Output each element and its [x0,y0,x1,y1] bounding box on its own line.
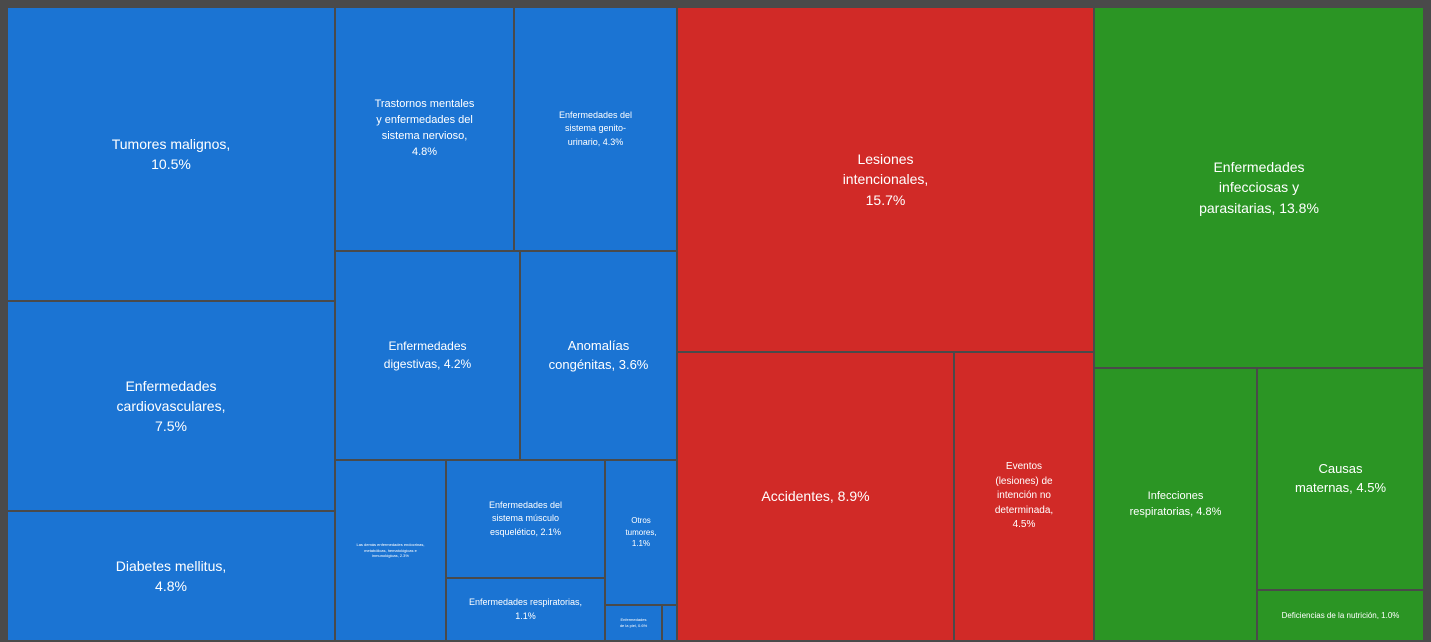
treemap-cell: Enfermedades infecciosas y parasitarias,… [1095,8,1423,367]
cell-label: Deficiencias de la nutrición, 1.0% [1281,610,1400,620]
treemap-cell: Lesiones intencionales, 15.7% [678,8,1093,351]
unlabeled-cell [663,606,676,640]
treemap-cell: Enfermedades digestivas, 4.2% [336,252,519,459]
treemap-cell: Enfermedades de la piel, 0.6% [606,606,661,640]
treemap-cell: Diabetes mellitus, 4.8% [8,512,334,640]
cell-label: Las demás enfermedades endocrinas, metab… [356,541,425,559]
cell-label: Enfermedades digestivas, 4.2% [383,339,472,371]
cell-label: Anomalías congénitas, 3.6% [548,337,649,372]
cell-label: Enfermedades de la piel, 0.6% [619,617,648,628]
treemap-cell: Enfermedades del sistema músculo esquelé… [447,461,604,577]
treemap-cell: Deficiencias de la nutrición, 1.0% [1258,591,1423,640]
cell-label: Enfermedades infecciosas y parasitarias,… [1199,159,1319,216]
cell-label: Eventos (lesiones) de intención no deter… [994,461,1054,531]
treemap-cell: Las demás enfermedades endocrinas, metab… [336,461,445,640]
cell-label: Diabetes mellitus, 4.8% [115,557,227,594]
cell-label: Trastornos mentales y enfermedades del s… [374,98,475,158]
cell-label: Causas maternas, 4.5% [1294,461,1387,495]
treemap-cell: Trastornos mentales y enfermedades del s… [336,8,513,250]
cell-label: Tumores malignos, 10.5% [111,135,231,172]
treemap-cell: Anomalías congénitas, 3.6% [521,252,676,459]
cell-label: Enfermedades respiratorias, 1.1% [468,597,583,621]
cell-label: Otros tumores, 1.1% [625,516,657,549]
cell-label: Enfermedades cardiovasculares, 7.5% [116,377,226,435]
treemap-cell: Accidentes, 8.9% [678,353,953,640]
cell-label: Accidentes, 8.9% [761,488,870,505]
treemap-cell: Enfermedades cardiovasculares, 7.5% [8,302,334,510]
cell-label: Enfermedades del sistema músculo esquelé… [488,500,563,537]
treemap-cell: Otros tumores, 1.1% [606,461,676,604]
cell-label: Enfermedades del sistema genito-urinario… [558,110,633,147]
treemap-cell: Enfermedades respiratorias, 1.1% [447,579,604,640]
cell-label: Infecciones respiratorias, 4.8% [1129,489,1222,518]
treemap-cell: Enfermedades del sistema genito-urinario… [515,8,676,250]
cell-label: Lesiones intencionales, 15.7% [842,151,929,208]
treemap-cell: Eventos (lesiones) de intención no deter… [955,353,1093,640]
treemap-cell: Infecciones respiratorias, 4.8% [1095,369,1256,640]
treemap-cell: Causas maternas, 4.5% [1258,369,1423,589]
treemap-cell: Tumores malignos, 10.5% [8,8,334,300]
